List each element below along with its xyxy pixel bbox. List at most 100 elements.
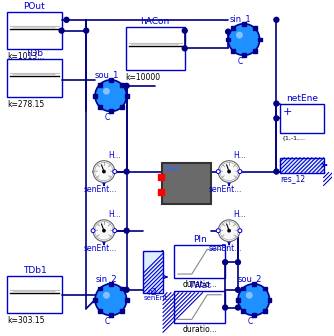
Circle shape	[113, 229, 116, 232]
Circle shape	[95, 80, 127, 112]
Bar	[109, 110, 113, 114]
Text: +: +	[283, 107, 293, 117]
Text: TWat: TWat	[188, 281, 211, 290]
Circle shape	[228, 229, 230, 232]
Bar	[125, 298, 129, 302]
Circle shape	[274, 116, 279, 121]
Bar	[268, 298, 272, 302]
Bar	[126, 27, 185, 70]
Text: POut: POut	[24, 2, 45, 11]
Bar	[98, 287, 102, 291]
Circle shape	[228, 170, 230, 173]
Text: duratio...: duratio...	[182, 325, 217, 334]
Text: hex: hex	[164, 164, 180, 173]
Circle shape	[103, 170, 105, 173]
Bar	[174, 291, 225, 323]
Circle shape	[103, 88, 110, 95]
Circle shape	[228, 24, 260, 55]
Text: sou_2: sou_2	[237, 274, 262, 283]
Text: senEnt...: senEnt...	[208, 245, 242, 253]
Bar	[98, 83, 102, 86]
Bar	[120, 287, 124, 291]
Circle shape	[220, 162, 238, 181]
Circle shape	[238, 229, 242, 233]
Circle shape	[238, 229, 241, 232]
Bar	[252, 282, 256, 286]
Circle shape	[216, 170, 220, 173]
Circle shape	[220, 221, 238, 240]
Text: hACon: hACon	[141, 17, 170, 26]
Text: res_12: res_12	[280, 174, 306, 183]
Text: {1,-1,...: {1,-1,...	[281, 135, 305, 140]
Text: C: C	[247, 318, 253, 326]
Bar	[280, 158, 324, 173]
Text: k=10000: k=10000	[126, 73, 161, 82]
Circle shape	[113, 170, 116, 173]
Circle shape	[223, 305, 227, 310]
Bar	[258, 38, 262, 41]
Bar	[226, 38, 230, 41]
Bar	[120, 309, 124, 313]
Text: k=303.15: k=303.15	[7, 317, 45, 325]
Text: PIn: PIn	[193, 236, 206, 245]
Bar	[253, 27, 257, 30]
Text: H...: H...	[233, 210, 246, 219]
Bar	[242, 22, 246, 26]
Bar	[109, 282, 113, 286]
Circle shape	[238, 170, 241, 173]
Text: C: C	[104, 318, 110, 326]
Bar	[109, 313, 113, 318]
Text: H...: H...	[108, 151, 121, 160]
Circle shape	[59, 28, 64, 33]
Circle shape	[274, 169, 279, 174]
Bar	[162, 163, 211, 204]
Circle shape	[124, 169, 129, 174]
Circle shape	[274, 101, 279, 106]
Circle shape	[124, 287, 129, 292]
Bar	[7, 59, 61, 97]
Circle shape	[223, 260, 227, 265]
Bar	[98, 309, 102, 313]
Bar	[174, 246, 225, 278]
Circle shape	[103, 292, 110, 299]
Circle shape	[235, 260, 240, 265]
Bar	[98, 105, 102, 109]
Bar	[240, 309, 244, 313]
Text: TDb: TDb	[25, 49, 43, 58]
Text: C: C	[104, 114, 110, 122]
Circle shape	[235, 305, 240, 310]
Circle shape	[238, 284, 270, 316]
Bar	[252, 313, 256, 318]
Circle shape	[124, 83, 129, 88]
Circle shape	[216, 229, 220, 233]
Circle shape	[91, 229, 95, 233]
Text: senEnt...: senEnt...	[83, 245, 117, 253]
Text: H...: H...	[108, 210, 121, 219]
Bar	[93, 298, 97, 302]
Circle shape	[235, 287, 240, 292]
Bar	[125, 94, 129, 98]
Text: duratio...: duratio...	[182, 280, 217, 289]
Circle shape	[64, 17, 69, 22]
Bar	[263, 287, 267, 291]
Text: TDb1: TDb1	[23, 266, 46, 275]
Text: senEnt...: senEnt...	[83, 185, 117, 194]
Bar	[7, 276, 61, 313]
Circle shape	[238, 170, 242, 173]
Circle shape	[93, 220, 115, 242]
Bar	[242, 53, 246, 57]
Circle shape	[124, 228, 129, 233]
Bar	[231, 49, 235, 53]
Circle shape	[95, 284, 127, 316]
Circle shape	[218, 161, 240, 182]
Circle shape	[84, 28, 89, 33]
Bar	[158, 189, 164, 195]
Bar	[109, 78, 113, 82]
Circle shape	[182, 28, 187, 33]
Circle shape	[218, 220, 240, 242]
Bar	[263, 309, 267, 313]
Bar	[231, 27, 235, 30]
Text: sin_1: sin_1	[229, 14, 251, 23]
Text: H...: H...	[233, 151, 246, 160]
Bar	[236, 298, 240, 302]
